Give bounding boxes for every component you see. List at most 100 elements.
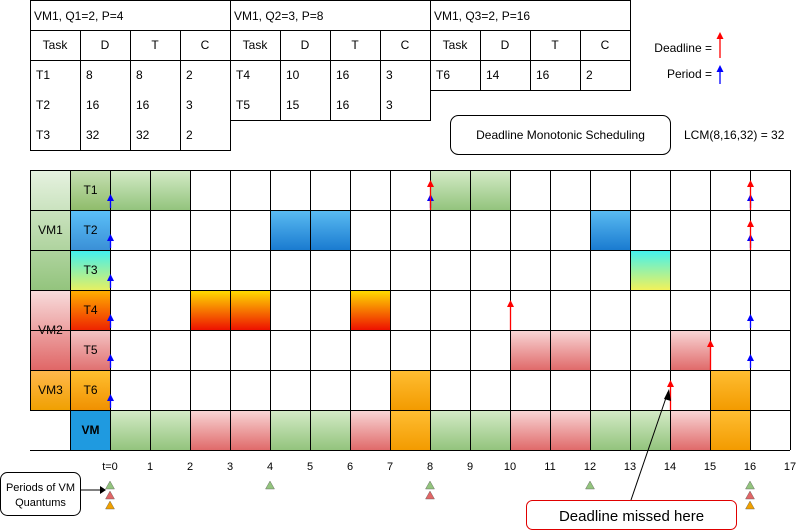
execution-block (670, 330, 710, 370)
deadline-arrow (747, 220, 754, 250)
quantum-triangle-icon (105, 490, 115, 500)
task-label-cell: VM (70, 410, 111, 451)
period-arrow (107, 314, 114, 328)
task-label: VM (82, 423, 100, 437)
quantum-triangle-icon (105, 500, 115, 510)
time-tick-label: 5 (307, 461, 313, 473)
table-header: C (401, 38, 410, 52)
task-label-cell: T6 (70, 370, 111, 411)
period-arrow (107, 394, 114, 408)
time-axis: t=0 1 2 3 4 5 6 7 8 9 10 11 12 13 14 15 16 17 (102, 461, 796, 473)
table-header: C (201, 38, 210, 52)
table-cell: 16 (336, 68, 350, 82)
task-label: T2 (83, 223, 97, 237)
period-deadline-arrows (107, 180, 754, 410)
table-cell: 3 (186, 98, 193, 112)
table-cell: 8 (86, 68, 93, 82)
table-header: Task (443, 38, 469, 52)
period-arrow (107, 234, 114, 248)
table-title: VM1, Q3=2, P=16 (434, 9, 530, 23)
time-tick-label: 15 (704, 461, 716, 473)
task-label-cell: T1 (70, 170, 111, 211)
time-tick-label: 2 (187, 461, 193, 473)
table-header: T (151, 38, 159, 52)
missed-deadline-callout: Deadline missed here (526, 389, 737, 530)
vm-group-cell: VM1 (30, 170, 71, 291)
table-cell: T4 (236, 68, 250, 82)
scheduling-label: Deadline Monotonic Scheduling (476, 128, 645, 142)
execution-block (710, 410, 750, 450)
time-tick-label: 7 (387, 461, 393, 473)
quantum-label-box: Periods of VM Quantums (0, 472, 106, 516)
table-cell: 15 (286, 98, 300, 112)
quantum-triangle-icon (745, 490, 755, 500)
period-arrow (107, 274, 114, 288)
table-cell: 2 (586, 68, 593, 82)
execution-block (350, 290, 390, 330)
table-header: T (351, 38, 359, 52)
table-title: VM1, Q2=3, P=8 (234, 9, 324, 23)
lcm-label: LCM(8,16,32) = 32 (684, 128, 785, 142)
params-table: VM1, Q1=2, P=4 Task D T C T1 8 8 2 T2 16 16 3 T3 32 32 2 (30, 0, 231, 151)
time-tick-label: 4 (267, 461, 273, 473)
deadline-arrow (507, 300, 514, 330)
execution-block (390, 410, 430, 450)
time-tick-label: 17 (784, 461, 796, 473)
quantum-triangle-icon (425, 480, 435, 490)
table-cell: 16 (86, 98, 100, 112)
task-label: T1 (83, 183, 97, 197)
table-cell: 32 (136, 128, 150, 142)
quantum-label-line: Periods of VM (6, 482, 75, 494)
time-tick-label: 12 (584, 461, 596, 473)
execution-block (710, 370, 750, 410)
task-label: T6 (83, 383, 97, 397)
period-arrow (747, 314, 754, 328)
table-cell: 3 (386, 98, 393, 112)
deadline-missed-label: Deadline missed here (559, 508, 704, 525)
table-cell: 14 (486, 68, 500, 82)
deadline-arrow (747, 180, 754, 210)
deadline-arrow (707, 340, 714, 370)
quantum-triangle-icon (425, 490, 435, 500)
table-cell: 3 (386, 68, 393, 82)
period-legend-label: Period = (667, 67, 712, 81)
period-arrow (107, 354, 114, 368)
deadline-legend-label: Deadline = (654, 41, 712, 55)
execution-block (350, 410, 390, 450)
task-label: T4 (83, 303, 97, 317)
table-header: D (501, 38, 510, 52)
task-label: T3 (83, 263, 97, 277)
table-cell: 16 (136, 98, 150, 112)
table-cell: T1 (36, 68, 50, 82)
period-arrow (107, 194, 114, 208)
execution-block (390, 370, 430, 410)
params-table: VM1, Q3=2, P=16 Task D T C T6 14 16 2 (430, 0, 631, 91)
execution-block (590, 210, 630, 250)
execution-block (670, 410, 710, 450)
quantum-triangle-icon (585, 480, 595, 490)
time-tick-label: 9 (467, 461, 473, 473)
table-cell: T5 (236, 98, 250, 112)
task-label: T5 (83, 343, 97, 357)
deadline-arrow-icon (716, 32, 724, 58)
vm-group-cell: VM3 (30, 370, 71, 411)
table-cell: 2 (186, 68, 193, 82)
vm-group-label: VM3 (38, 383, 63, 397)
table-header: Task (243, 38, 269, 52)
table-header: C (601, 38, 610, 52)
deadline-arrow (667, 380, 674, 410)
time-tick-label: 13 (624, 461, 636, 473)
header-labels: Deadline Monotonic Scheduling LCM(8,16,32… (450, 115, 785, 155)
vm-group-label: VM1 (38, 223, 63, 237)
quantum-triangle-icon (105, 480, 115, 490)
table-header: Task (43, 38, 69, 52)
time-tick-label: 16 (744, 461, 756, 473)
task-label-cell: T2 (70, 210, 111, 251)
task-label-cell: T5 (70, 330, 111, 371)
period-arrow (747, 354, 754, 368)
table-header: D (301, 38, 310, 52)
task-label-cell: T4 (70, 290, 111, 331)
